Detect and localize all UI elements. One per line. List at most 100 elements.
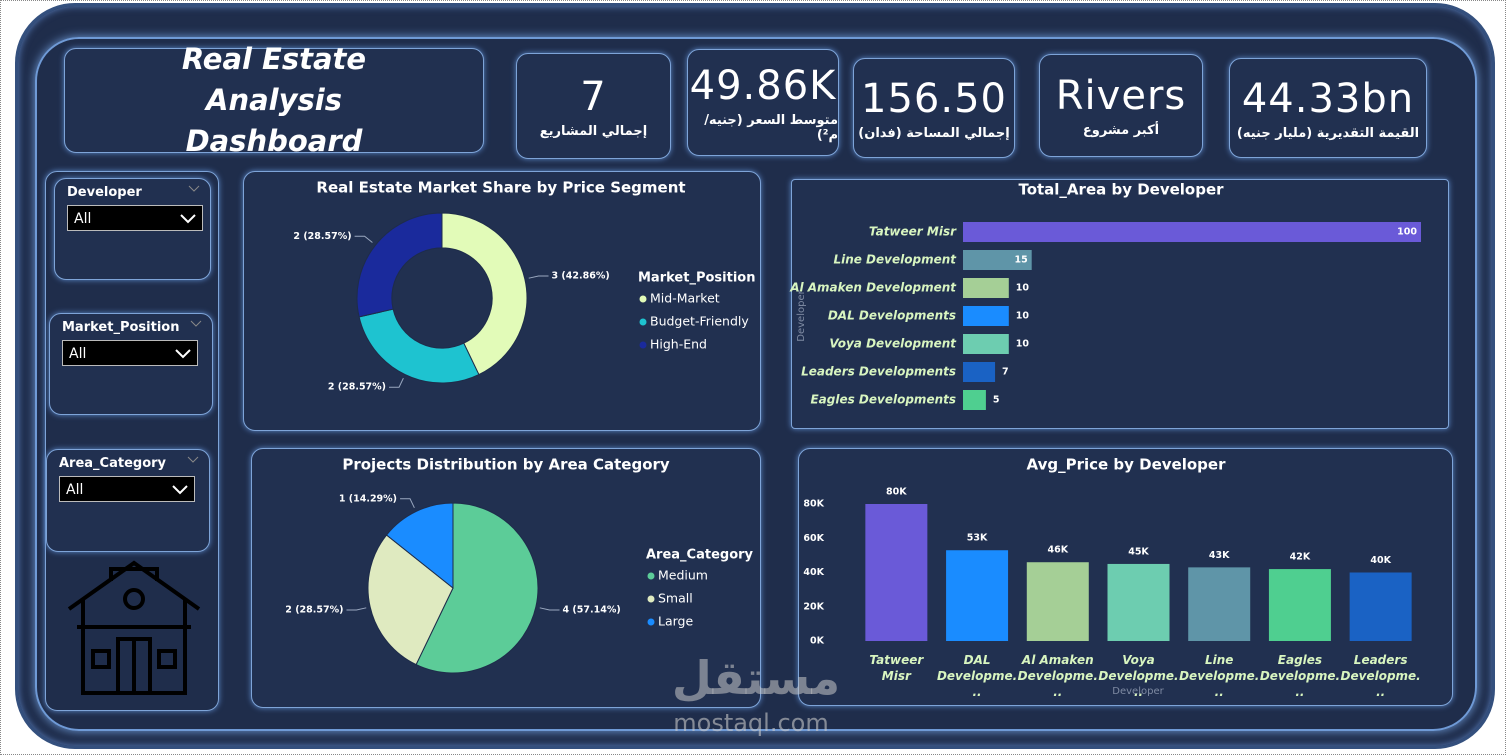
data-label: 53K — [967, 533, 988, 544]
leader-line — [354, 235, 373, 243]
data-label: 10 — [1016, 311, 1030, 322]
leader-line — [539, 607, 560, 611]
inner-frame — [35, 37, 1477, 731]
y-tick-label: DAL Developments — [828, 309, 956, 323]
kpi-value: 49.86K — [689, 62, 837, 109]
legend-swatch — [639, 341, 647, 349]
data-label: 2 (28.57%) — [285, 605, 343, 616]
kpi-card: 49.86K متوسط السعر (جنيه/م²) — [687, 49, 839, 156]
y-tick-label: Leaders Developments — [801, 365, 956, 379]
slice — [358, 308, 480, 384]
slicer-title: Developer — [67, 185, 142, 200]
bar — [1268, 569, 1331, 641]
slice — [385, 502, 454, 590]
slice — [367, 534, 454, 666]
kpi-value: 156.50 — [861, 75, 1007, 122]
data-label: 2 (28.57%) — [293, 231, 351, 242]
bar — [1188, 567, 1251, 641]
chart-title: Avg_Price by Developer — [1027, 456, 1227, 474]
chevron — [188, 185, 200, 192]
y-tick-label: Tatweer Misr — [869, 225, 957, 239]
data-label: 43K — [1209, 550, 1230, 561]
kpi-label: أكبر مشروع — [1082, 123, 1160, 138]
y-tick-label: 60K — [803, 533, 824, 544]
legend-label: Medium — [658, 568, 708, 583]
slice — [356, 212, 443, 318]
legend-label: Large — [658, 614, 693, 629]
legend-swatch — [639, 318, 647, 326]
bar — [963, 278, 1009, 298]
filter-panel — [45, 171, 219, 711]
y-tick-label: 0K — [810, 636, 825, 647]
x-tick-label: Tatweer Misr — [869, 653, 924, 683]
slicer[interactable]: Developer All — [54, 178, 211, 280]
kpi-value: 7 — [580, 73, 607, 120]
leader-line — [400, 498, 415, 509]
dropdown[interactable]: All — [62, 340, 198, 366]
y-tick-label: Line Development — [833, 253, 957, 267]
kpi-card: 44.33bn القيمة التقديرية (مليار جنيه) — [1229, 58, 1427, 158]
chevron — [180, 214, 196, 224]
legend-swatch — [647, 595, 655, 603]
data-label: 1 (14.29%) — [339, 493, 397, 504]
slice — [415, 502, 539, 674]
slicer-title: Market_Position — [62, 320, 180, 335]
dropdown-value: All — [66, 482, 84, 498]
legend-label: Small — [658, 591, 693, 606]
slicer[interactable]: Area_Category All — [46, 449, 210, 552]
kpi-label: إجمالي المساحة (فدان) — [858, 125, 1010, 141]
dropdown[interactable]: All — [67, 205, 203, 231]
axis-title: Developer — [1112, 686, 1164, 697]
axis-title: Developer — [796, 289, 807, 341]
bar — [865, 504, 928, 641]
dropdown-value: All — [74, 211, 92, 227]
legend-label: High-End — [650, 337, 707, 352]
kpi-value: Rivers — [1055, 73, 1187, 119]
bar — [963, 306, 1009, 326]
legend-swatch — [647, 618, 655, 626]
slicer-title: Area_Category — [59, 456, 167, 471]
data-label: 40K — [1370, 555, 1391, 566]
legend-title: Area_Category — [646, 548, 754, 563]
dropdown[interactable]: All — [59, 476, 195, 502]
legend-swatch — [647, 572, 655, 580]
y-tick-label: 20K — [803, 601, 824, 612]
slicer[interactable]: Market_Position All — [49, 313, 213, 415]
data-label: 45K — [1128, 546, 1149, 557]
bar — [1107, 563, 1170, 641]
data-label: 3 (42.86%) — [552, 270, 610, 281]
kpi-label: إجمالي المشاريع — [539, 123, 648, 139]
kpi-card: Rivers أكبر مشروع — [1039, 54, 1203, 157]
chart-title: Real Estate Market Share by Price Segmen… — [316, 179, 685, 197]
data-label: 2 (28.57%) — [328, 382, 386, 393]
y-tick-label: 40K — [803, 567, 824, 578]
leader-line — [389, 377, 404, 388]
legend-label: Budget-Friendly — [650, 314, 749, 329]
chevron — [172, 485, 188, 495]
y-tick-label: Al Amaken Development — [789, 281, 957, 295]
bar — [963, 222, 1421, 242]
kpi-label: القيمة التقديرية (مليار جنيه) — [1236, 125, 1420, 141]
watermark-url: mostaql.com — [673, 709, 829, 737]
house-icon — [67, 560, 201, 695]
chevron — [175, 349, 191, 359]
kpi-card: 7 إجمالي المشاريع — [516, 53, 671, 159]
y-tick-label: 80K — [803, 499, 824, 510]
bar — [963, 390, 986, 410]
data-label: 10 — [1016, 339, 1030, 350]
bar — [963, 334, 1009, 354]
leader-line — [346, 607, 367, 611]
data-label: 7 — [1002, 367, 1009, 378]
chart-title: Total_Area by Developer — [1018, 181, 1224, 199]
chart-panel — [791, 179, 1449, 429]
chevron — [187, 456, 199, 463]
legend-label: Mid-Market — [650, 291, 720, 306]
chevron — [190, 320, 202, 327]
x-tick-label: Leaders Developme... — [1340, 653, 1421, 699]
x-tick-label: Line Developme... — [1179, 653, 1260, 699]
data-label: 100 — [1397, 227, 1417, 238]
data-label: 10 — [1016, 283, 1030, 294]
data-label: 5 — [993, 395, 1000, 406]
chart-title: Projects Distribution by Area Category — [342, 456, 670, 474]
